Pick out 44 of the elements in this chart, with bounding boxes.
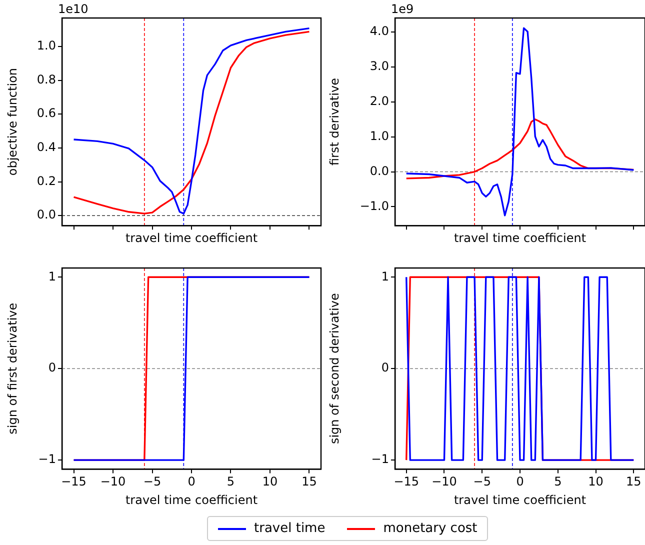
text: 1e9 — [391, 2, 414, 16]
legend-label: monetary cost — [383, 521, 478, 536]
y-axis-title: sign of second derivative — [327, 293, 342, 444]
y-tick-label: 0.8 — [36, 72, 56, 86]
y-tick-label: 0.0 — [370, 164, 389, 178]
y-tick-label: 4.0 — [370, 24, 389, 38]
x-tick-label: 10 — [588, 474, 604, 489]
x-axis-title: travel time coefficient — [125, 230, 258, 245]
x-tick-label: −10 — [100, 474, 126, 489]
y-tick-label: 0.6 — [36, 106, 56, 120]
y-axis-title: objective function — [5, 68, 20, 176]
x-tick-label: 15 — [302, 474, 317, 489]
x-tick-label: −15 — [394, 474, 420, 489]
x-tick-label: 10 — [262, 474, 278, 489]
x-tick-label: −10 — [432, 474, 457, 489]
y-tick-label: 0 — [48, 360, 56, 375]
x-axis-title: travel time coefficient — [454, 492, 586, 507]
x-tick-label: −15 — [61, 474, 86, 489]
y-tick-label: 1.0 — [370, 128, 389, 143]
x-axis-title: travel time coefficient — [125, 492, 258, 507]
y-axis-title: first derivative — [327, 78, 342, 166]
y-tick-label: 0.0 — [36, 208, 56, 222]
y-tick-label: 1 — [381, 269, 389, 284]
y-axis-title: sign of first derivative — [5, 302, 20, 434]
x-tick-label: 5 — [226, 474, 235, 489]
y-tick-label: 1.0 — [36, 38, 56, 53]
x-tick-label: 0 — [516, 474, 524, 489]
x-tick-label: 15 — [626, 474, 642, 489]
x-tick-label: 0 — [188, 474, 196, 489]
legend-label: travel time — [254, 521, 326, 536]
x-tick-label: −5 — [473, 474, 491, 489]
y-tick-label: −1 — [371, 452, 389, 466]
y-tick-label: −1.0 — [360, 198, 389, 213]
y-tick-label: 0 — [381, 360, 389, 375]
y-tick-label: 0.4 — [36, 140, 56, 154]
x-axis-title: travel time coefficient — [454, 230, 586, 245]
x-tick-label: 5 — [554, 474, 562, 489]
text: 1e10 — [58, 2, 88, 16]
y-tick-label: 1 — [48, 269, 56, 284]
y-tick-label: −1 — [38, 452, 56, 466]
y-tick-label: 2.0 — [370, 94, 389, 108]
x-tick-label: −5 — [143, 474, 162, 489]
y-tick-label: 3.0 — [370, 59, 389, 74]
y-tick-label: 0.2 — [36, 174, 56, 188]
